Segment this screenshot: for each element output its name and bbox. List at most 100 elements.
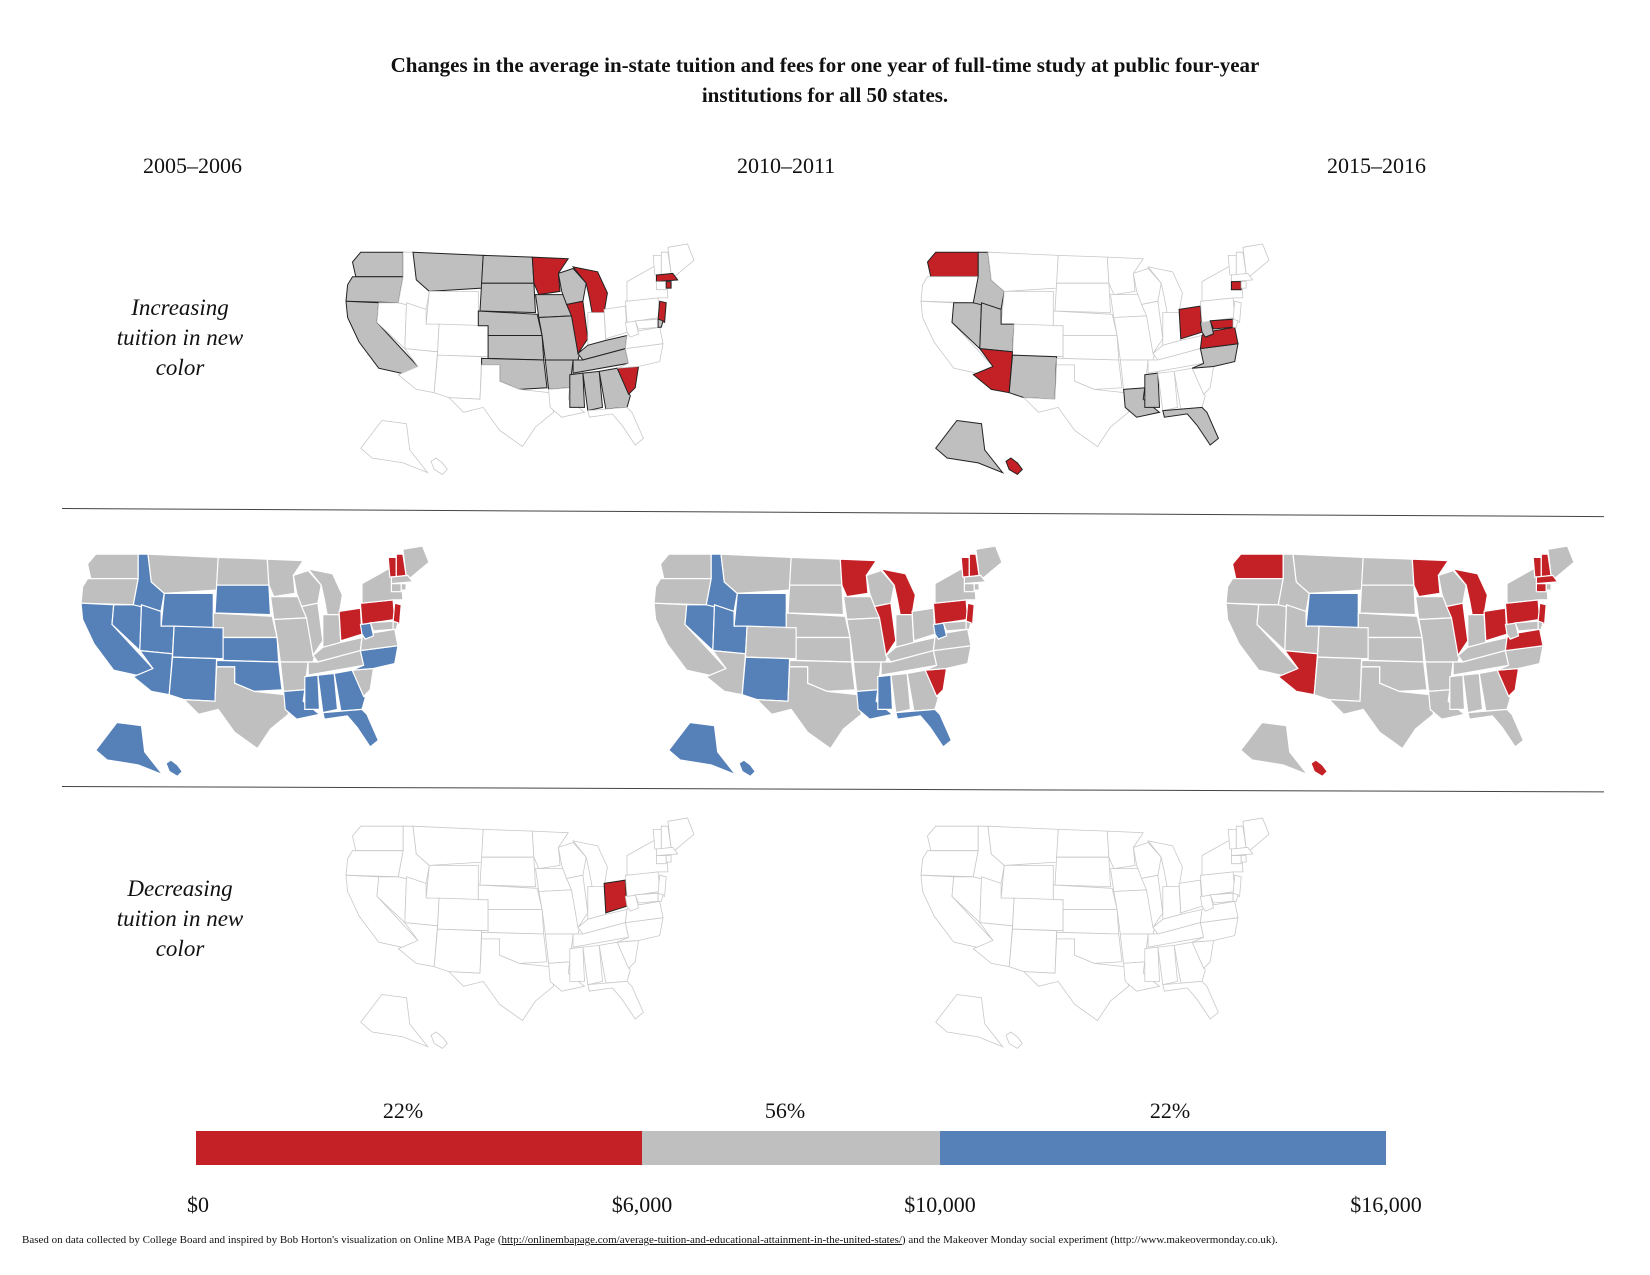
state-oh	[911, 607, 936, 642]
state-me	[1547, 545, 1575, 580]
state-ga	[333, 669, 366, 712]
state-hi	[430, 457, 448, 475]
state-wy	[160, 592, 214, 629]
legend-bar-red	[196, 1131, 642, 1165]
state-me	[667, 817, 695, 852]
state-in	[587, 886, 607, 920]
state-de	[657, 892, 664, 902]
state-oh	[1178, 305, 1203, 340]
legend-percent-red: 22%	[382, 1098, 424, 1123]
state-al	[582, 370, 604, 412]
state-me	[1242, 817, 1270, 852]
legend-tick-0: $0	[187, 1192, 209, 1217]
state-ks	[487, 335, 545, 361]
state-sd	[479, 856, 536, 888]
state-nj	[1232, 300, 1242, 324]
state-oh	[603, 879, 628, 914]
state-vt	[387, 556, 397, 578]
state-al	[1157, 944, 1178, 986]
state-az	[972, 347, 1014, 394]
state-vt	[960, 556, 970, 578]
us-map-svg	[653, 545, 1003, 778]
us-map-svg	[920, 243, 1270, 476]
state-nj	[965, 602, 975, 626]
state-mn	[531, 830, 569, 870]
state-in	[895, 613, 915, 649]
state-ma	[1535, 574, 1559, 585]
state-co	[171, 625, 224, 660]
state-mt	[1292, 553, 1364, 595]
state-vt	[652, 254, 662, 276]
state-ks	[222, 636, 280, 663]
state-ak	[667, 721, 738, 777]
state-pa	[624, 871, 661, 897]
state-ct	[655, 855, 667, 865]
state-mt	[987, 251, 1059, 292]
state-ar	[544, 933, 574, 964]
state-il	[1445, 602, 1469, 658]
state-wy	[733, 592, 787, 629]
footnote: Based on data collected by College Board…	[22, 1234, 1278, 1246]
state-ma	[655, 846, 679, 857]
chart-title: Changes in the average in-state tuition …	[0, 50, 1650, 110]
state-ms	[569, 372, 586, 408]
state-oh	[338, 607, 363, 642]
state-wy	[425, 291, 479, 327]
state-ct	[1230, 855, 1242, 865]
state-hi	[738, 759, 757, 778]
state-ma	[655, 272, 679, 283]
state-de	[1232, 892, 1239, 902]
state-in	[587, 312, 607, 346]
state-nm	[1313, 656, 1363, 702]
state-wy	[1000, 865, 1054, 901]
us-map-svg	[920, 817, 1270, 1049]
state-wa	[86, 553, 139, 580]
row-label-increasing: Increasing tuition in new color	[116, 295, 244, 380]
state-wa	[351, 251, 404, 278]
state-ri	[1240, 855, 1247, 863]
state-ct	[390, 582, 402, 593]
state-ak	[94, 721, 165, 777]
state-pa	[1199, 871, 1236, 897]
state-ak	[935, 419, 1005, 474]
state-or	[653, 578, 712, 606]
state-md	[1209, 318, 1234, 330]
state-al	[1157, 370, 1178, 412]
state-ne	[785, 612, 851, 639]
state-hi	[1005, 1031, 1023, 1049]
state-il	[1141, 300, 1164, 355]
state-ma	[1230, 272, 1254, 283]
state-ne	[1357, 612, 1423, 639]
state-ks	[1062, 909, 1120, 935]
state-co	[1316, 625, 1369, 660]
state-ms	[877, 674, 894, 710]
state-al	[317, 672, 339, 714]
state-in	[1162, 312, 1182, 346]
state-sd	[1054, 856, 1111, 888]
row-label-decreasing: Decreasing tuition in new color	[116, 876, 244, 961]
state-hi	[1310, 759, 1329, 778]
state-ar	[279, 661, 309, 693]
us-map-svg	[345, 817, 695, 1049]
state-ga	[1173, 941, 1206, 984]
state-ne	[1052, 884, 1118, 910]
footnote-link[interactable]: http://onlinembapage.com/average-tuition…	[501, 1234, 902, 1246]
state-al	[1462, 672, 1484, 714]
state-sd	[1054, 282, 1111, 314]
state-sd	[214, 584, 272, 616]
divider-top	[61, 508, 1604, 518]
state-wa	[1231, 553, 1284, 580]
state-oh	[1483, 607, 1508, 642]
state-ak	[360, 994, 429, 1048]
state-az	[397, 922, 438, 968]
state-nj	[1537, 602, 1547, 626]
state-me	[402, 545, 430, 580]
state-or	[1225, 578, 1284, 606]
state-md	[1209, 892, 1234, 904]
state-wa	[926, 251, 979, 278]
state-ar	[1119, 933, 1149, 964]
state-ct	[963, 582, 975, 593]
state-nd	[481, 828, 535, 858]
state-fl	[895, 708, 953, 748]
state-mt	[412, 825, 484, 866]
